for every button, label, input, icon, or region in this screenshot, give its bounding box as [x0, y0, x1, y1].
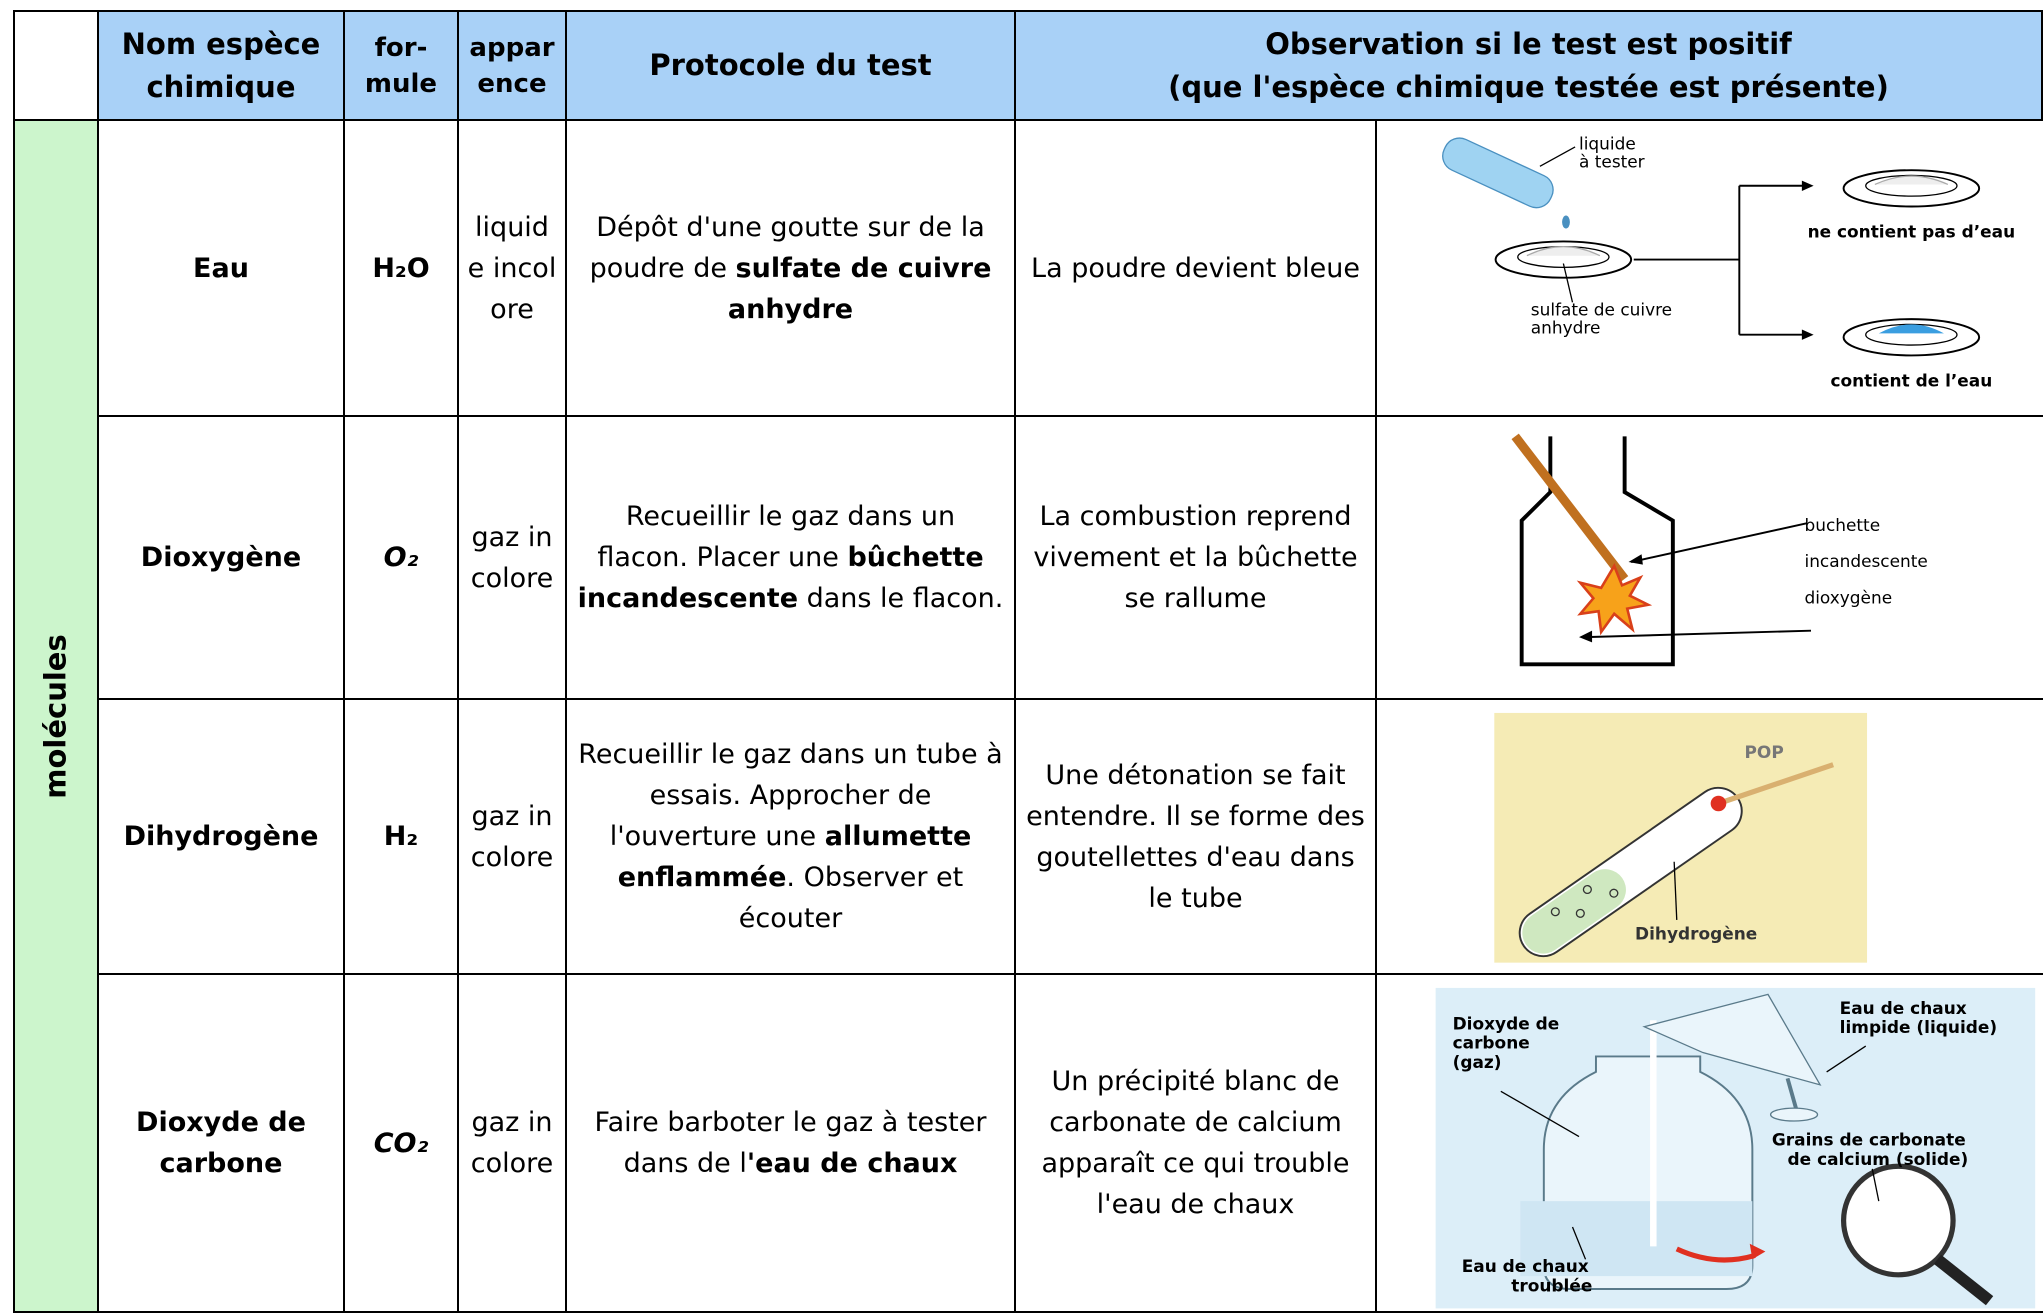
observation-cell: La poudre devient bleue — [1016, 121, 1377, 417]
text-bold: bûchette incandescente — [577, 542, 984, 614]
observation-cell: Une détonation se fait entendre. Il se f… — [1016, 700, 1377, 975]
observation-cell: La combustion reprend vivement et la bûc… — [1016, 417, 1377, 700]
figure-label: carbone — [1453, 1033, 1530, 1053]
protocol: Faire barboter le gaz à tester dans de l… — [577, 1102, 1004, 1184]
side-label: molécules — [38, 633, 73, 799]
appearance: gaz incolore — [470, 800, 554, 873]
figure-label: buchette — [1804, 515, 1880, 535]
figure-label: Eau de chaux — [1462, 1256, 1589, 1276]
header-cell: Nom espèce chimique — [99, 10, 345, 121]
name-cell: Eau — [99, 121, 345, 417]
figure-label: sulfate de cuivre — [1531, 299, 1672, 319]
formula-cell: H₂ — [345, 700, 459, 975]
observation-cell: Un précipité blanc de carbonate de calci… — [1016, 975, 1377, 1313]
side-cell: molécules — [13, 121, 99, 1313]
text: Recueillir le gaz dans un flacon. Placer… — [597, 501, 956, 573]
figure-cell: liquide à tester sulfate de cuivre anhyd… — [1377, 121, 2043, 417]
formula-cell: CO₂ — [345, 975, 459, 1313]
figure-label: dioxygène — [1804, 588, 1892, 608]
header-line: Observation si le test est positif — [1265, 26, 1792, 61]
header-cell: appar ence — [459, 10, 567, 121]
appearance: gaz incolore — [470, 1107, 554, 1179]
header-cell: Observation si le test est positif (que l… — [1016, 10, 2043, 121]
text: Dépôt d'une goutte sur de la poudre de — [589, 211, 985, 284]
appearance-cell: gaz incolore — [459, 975, 567, 1313]
name-cell: Dihydrogène — [99, 700, 345, 975]
protocol-cell: Dépôt d'une goutte sur de la poudre de s… — [567, 121, 1016, 417]
figure-label: Grains de carbonate — [1772, 1130, 1966, 1150]
figure-label: anhydre — [1531, 317, 1601, 337]
corner-cell — [13, 10, 99, 121]
appearance-cell: liquide incolore — [459, 121, 567, 417]
figure-label: troublée — [1511, 1276, 1592, 1296]
figure-label: (gaz) — [1453, 1052, 1502, 1072]
figure-oxygen: buchette incandescente dioxygène — [1511, 433, 1928, 667]
protocol-cell: Faire barboter le gaz à tester dans de l… — [567, 975, 1016, 1313]
figure-label: ne contient pas d’eau — [1808, 222, 2016, 242]
text: . Observer et écouter — [738, 862, 964, 934]
figure-label: Dioxyde de — [1453, 1013, 1560, 1033]
figure-label: contient de l’eau — [1830, 371, 1992, 391]
protocol: Recueillir le gaz dans un flacon. Placer… — [577, 496, 1004, 619]
header-cell: for- mule — [345, 10, 459, 121]
figure-water: liquide à tester sulfate de cuivre anhyd… — [1442, 134, 2016, 391]
appearance: gaz incolore — [470, 521, 554, 594]
protocol: Dépôt d'une goutte sur de la poudre de s… — [577, 207, 1004, 330]
formula-cell: O₂ — [345, 417, 459, 700]
figure-label: de calcium (solide) — [1788, 1149, 1969, 1169]
header-line: (que l'espèce chimique testée est présen… — [1168, 69, 1889, 104]
protocol: Recueillir le gaz dans un tube à essais.… — [577, 734, 1004, 939]
text: Faire barboter le gaz à tester dans de l — [594, 1107, 987, 1179]
formula-cell: H₂O — [345, 121, 459, 417]
figure-label: Dihydrogène — [1635, 923, 1757, 943]
figure-cell: POP Dihydrogène — [1377, 700, 2043, 975]
appearance-cell: gaz incolore — [459, 417, 567, 700]
name-cell: Dioxyde de carbone — [99, 975, 345, 1313]
figure-cell: Dioxyde de carbone (gaz) Eau de chaux li… — [1377, 975, 2043, 1313]
figure-label: à tester — [1579, 152, 1645, 172]
figure-label: POP — [1745, 742, 1784, 762]
text-bold: allumette enflammée — [617, 821, 972, 893]
figure-label: limpide (liquide) — [1840, 1017, 1997, 1037]
figure-label: incandescente — [1804, 551, 1927, 571]
figure-label: Eau de chaux — [1840, 998, 1967, 1018]
figure-label: liquide — [1579, 134, 1636, 154]
protocol-cell: Recueillir le gaz dans un tube à essais.… — [567, 700, 1016, 975]
name-cell: Dioxygène — [99, 417, 345, 700]
header-cell: Protocole du test — [567, 10, 1016, 121]
figure-cell: buchette incandescente dioxygène — [1377, 417, 2043, 700]
figure-co2: Dioxyde de carbone (gaz) Eau de chaux li… — [1435, 987, 2036, 1309]
text-bold: 'eau de chaux — [746, 1148, 958, 1179]
text-bold: sulfate de cuivre anhydre — [727, 252, 992, 325]
protocol-cell: Recueillir le gaz dans un flacon. Placer… — [567, 417, 1016, 700]
text: Recueillir le gaz dans un tube à essais.… — [578, 739, 1003, 852]
appearance-cell: gaz incolore — [459, 700, 567, 975]
text: dans le flacon. — [798, 583, 1004, 614]
figure-hydrogen: POP Dihydrogène — [1494, 712, 1868, 963]
